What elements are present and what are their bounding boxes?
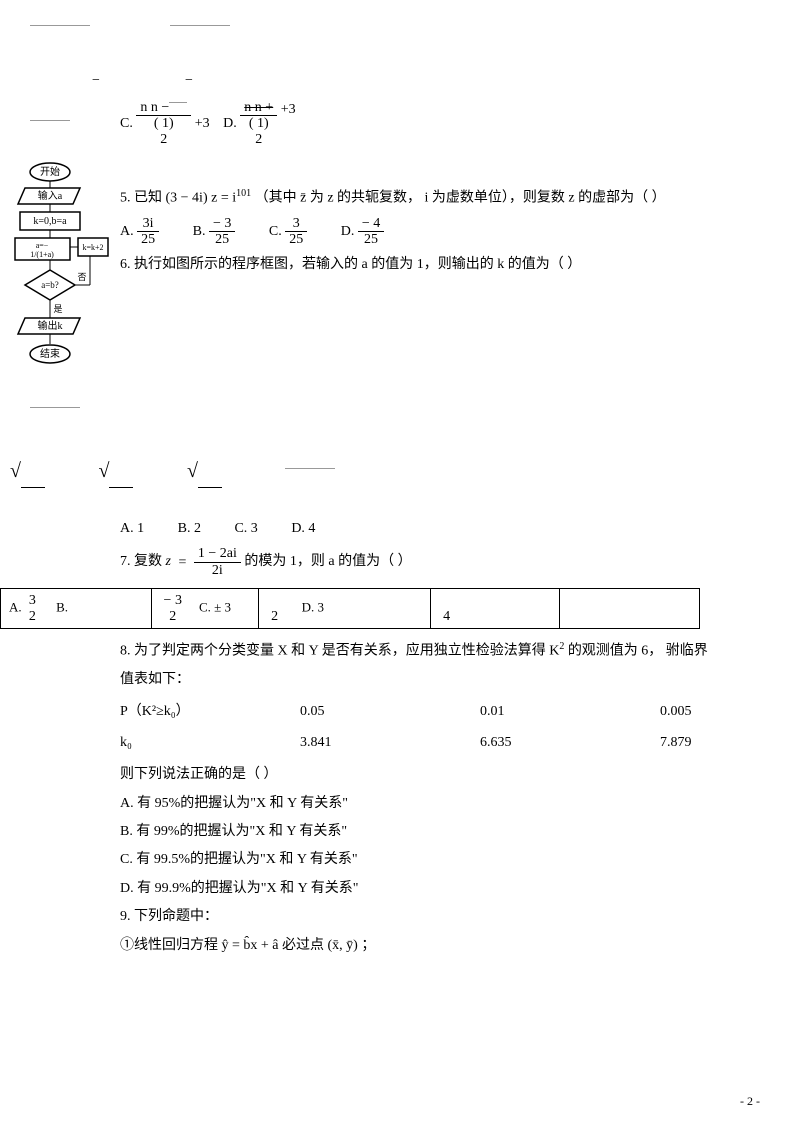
q8-opt-a: A. 有 95%的把握认为"X 和 Y 有关系": [120, 793, 780, 815]
flow-step: a=−: [36, 241, 49, 250]
flow-init: k=0,b=a: [33, 216, 67, 227]
flow-end: 结束: [40, 347, 60, 360]
q7-options-table: A. 32 B. − 32 C. ± 3 2 D. 3 4: [0, 588, 700, 629]
question-6: 6. 执行如图所示的程序框图，若输入的 a 的值为 1，则输出的 k 的值为（ …: [120, 254, 780, 276]
q8-opt-b: B. 有 99%的把握认为"X 和 Y 有关系": [120, 821, 780, 843]
critical-table-header: P（K²≥k₀） 0.05 0.01 0.005 0.001: [120, 697, 780, 727]
flow-cond: a=b?: [41, 280, 59, 290]
question-8: 8. 为了判定两个分类变量 X 和 Y 是否有关系，应用独立性检验法算得 K2 …: [120, 639, 780, 663]
flow-start: 开始: [40, 165, 60, 178]
flow-yes: 是: [53, 304, 62, 314]
option-c-prev: C. n n − ( 1) 2 +3: [120, 116, 213, 131]
flowchart-figure: 开始 输入a k=0,b=a a=− 1/(1+a) a=b? 否 k=k+2 …: [10, 160, 110, 420]
page-number: - 2 -: [740, 1092, 760, 1111]
q8-followup: 则下列说法正确的是（ ）: [120, 764, 780, 786]
q9-item-1: ①线性回归方程 ŷ = b̂x + â 必过点 (x̄, ȳ) ；: [120, 935, 780, 957]
svg-text:1/(1+a): 1/(1+a): [30, 250, 54, 259]
q6-options: A. 1 B. 2 C. 3 D. 4: [120, 518, 780, 541]
question-9: 9. 下列命题中：: [120, 906, 780, 928]
flow-no: 否: [77, 272, 86, 282]
top-fragments: − − C. n n − ( 1) 2 +3 D. n n + ( 1) 2 +…: [0, 0, 800, 160]
sqrt-fragments: √ √ √: [10, 455, 780, 488]
q5-options: A. 3i25 B. − 325 C. 325 D. − 425: [120, 216, 780, 248]
question-5: 5. 已知 (3 − 4i) z = i101 （其中 z̄ 为 z 的共轭复数…: [120, 186, 780, 210]
question-7: 7. 复数 z = 1 − 2ai 2i 的模为 1，则 a 的值为（ ）: [120, 546, 780, 578]
flow-input: 输入a: [38, 189, 63, 202]
q8-opt-d: D. 有 99.9%的把握认为"X 和 Y 有关系": [120, 878, 780, 900]
q8-opt-c: C. 有 99.5%的把握认为"X 和 Y 有关系": [120, 849, 780, 871]
option-d-prev: D. n n + ( 1) 2 +3: [223, 116, 295, 131]
critical-table-row: k₀ 3.841 6.635 7.879 10.828: [120, 728, 780, 758]
flow-inc: k=k+2: [82, 243, 103, 252]
flow-output: 输出k: [38, 319, 63, 332]
